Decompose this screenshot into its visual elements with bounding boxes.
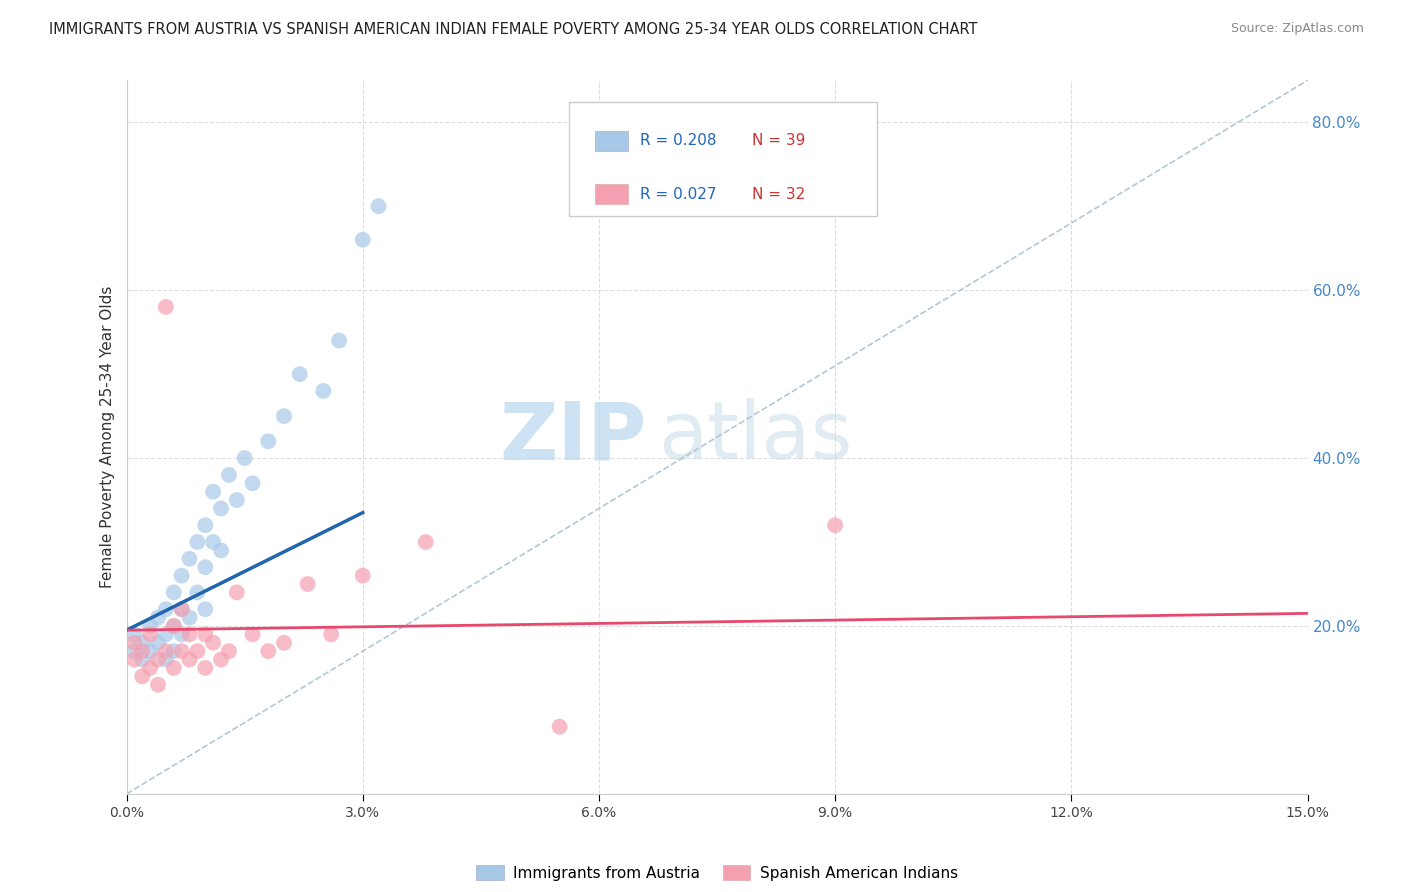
Point	[124, 652, 146, 666]
Point	[131, 669, 153, 683]
Point	[209, 543, 232, 558]
Point	[179, 652, 201, 666]
Point	[170, 627, 193, 641]
Point	[131, 652, 153, 666]
Point	[209, 652, 232, 666]
Text: N = 39: N = 39	[752, 134, 806, 148]
Point	[179, 627, 201, 641]
Point	[155, 602, 177, 616]
Point	[163, 619, 186, 633]
Point	[155, 300, 177, 314]
Point	[242, 476, 264, 491]
Point	[209, 501, 232, 516]
Point	[146, 678, 169, 692]
Point	[146, 652, 169, 666]
Point	[194, 602, 217, 616]
Point	[186, 585, 208, 599]
Point	[163, 585, 186, 599]
Point	[273, 636, 295, 650]
Point	[139, 627, 162, 641]
Point	[124, 636, 146, 650]
Point	[367, 199, 389, 213]
Point	[186, 644, 208, 658]
Point	[415, 535, 437, 549]
Point	[186, 535, 208, 549]
Text: IMMIGRANTS FROM AUSTRIA VS SPANISH AMERICAN INDIAN FEMALE POVERTY AMONG 25-34 YE: IMMIGRANTS FROM AUSTRIA VS SPANISH AMERI…	[49, 22, 977, 37]
Point	[170, 602, 193, 616]
Point	[218, 644, 240, 658]
Point	[155, 652, 177, 666]
Point	[170, 568, 193, 582]
Point	[194, 661, 217, 675]
Point	[163, 644, 186, 658]
Point	[163, 619, 186, 633]
Text: ZIP: ZIP	[499, 398, 647, 476]
Point	[194, 560, 217, 574]
Point	[170, 602, 193, 616]
Point	[163, 661, 186, 675]
Text: Source: ZipAtlas.com: Source: ZipAtlas.com	[1230, 22, 1364, 36]
Point	[202, 484, 225, 499]
Point	[202, 535, 225, 549]
Point	[124, 644, 146, 658]
Point	[328, 334, 350, 348]
Point	[155, 627, 177, 641]
Point	[257, 434, 280, 449]
Point	[288, 367, 311, 381]
Point	[155, 644, 177, 658]
Text: R = 0.208: R = 0.208	[640, 134, 717, 148]
Point	[218, 467, 240, 482]
Point	[194, 627, 217, 641]
Point	[824, 518, 846, 533]
Text: R = 0.027: R = 0.027	[640, 187, 717, 202]
Point	[146, 610, 169, 624]
Point	[225, 493, 247, 508]
Point	[321, 627, 343, 641]
FancyBboxPatch shape	[595, 185, 628, 204]
Point	[139, 619, 162, 633]
Point	[146, 636, 169, 650]
Point	[257, 644, 280, 658]
Point	[124, 627, 146, 641]
Point	[312, 384, 335, 398]
Y-axis label: Female Poverty Among 25-34 Year Olds: Female Poverty Among 25-34 Year Olds	[100, 286, 115, 588]
Point	[225, 585, 247, 599]
Point	[131, 636, 153, 650]
FancyBboxPatch shape	[569, 102, 876, 216]
Point	[179, 610, 201, 624]
Point	[548, 720, 571, 734]
Point	[202, 636, 225, 650]
Point	[297, 577, 319, 591]
Point	[131, 644, 153, 658]
Point	[233, 451, 256, 466]
Text: N = 32: N = 32	[752, 187, 806, 202]
Point	[352, 233, 374, 247]
Point	[179, 551, 201, 566]
Point	[139, 644, 162, 658]
Point	[273, 409, 295, 423]
Point	[194, 518, 217, 533]
Point	[352, 568, 374, 582]
Text: atlas: atlas	[658, 398, 852, 476]
Point	[139, 661, 162, 675]
Point	[170, 644, 193, 658]
Legend: Immigrants from Austria, Spanish American Indians: Immigrants from Austria, Spanish America…	[470, 859, 965, 887]
Point	[242, 627, 264, 641]
FancyBboxPatch shape	[595, 131, 628, 151]
